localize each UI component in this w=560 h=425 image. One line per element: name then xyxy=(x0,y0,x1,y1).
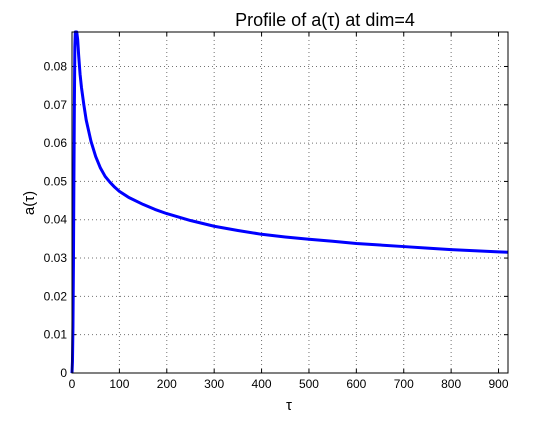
x-tick-label: 500 xyxy=(299,377,319,391)
y-tick-label: 0 xyxy=(60,366,67,380)
y-tick-label: 0.08 xyxy=(44,59,68,73)
y-tick-label: 0.06 xyxy=(44,136,68,150)
x-tick-label: 700 xyxy=(394,377,414,391)
y-tick-label: 0.01 xyxy=(44,328,68,342)
series-group xyxy=(70,30,509,374)
plot-frame xyxy=(71,31,509,374)
x-tick-label: 100 xyxy=(109,377,129,391)
axis-ticks: 0 100 200 300 400 500 600 700 800 900 0 0.01 0.02 0.0… xyxy=(44,32,509,391)
x-axis-label: τ xyxy=(286,397,292,414)
x-tick-label: 900 xyxy=(489,377,509,391)
y-tick-label: 0.07 xyxy=(44,98,68,112)
y-tick-label: 0.03 xyxy=(44,251,68,265)
y-tick-label: 0.05 xyxy=(44,174,68,188)
y-tick-label: 0.02 xyxy=(44,289,68,303)
x-tick-label: 400 xyxy=(252,377,272,391)
y-axis-label: a(τ) xyxy=(21,191,38,215)
x-tick-label: 0 xyxy=(69,377,76,391)
grid-lines xyxy=(72,32,508,373)
chart-title: Profile of a(τ) at dim=4 xyxy=(235,10,415,30)
x-tick-label: 300 xyxy=(204,377,224,391)
y-tick-label: 0.04 xyxy=(44,213,68,227)
series-line xyxy=(70,30,509,374)
x-tick-label: 200 xyxy=(157,377,177,391)
x-tick-label: 800 xyxy=(441,377,461,391)
x-tick-label: 600 xyxy=(346,377,366,391)
